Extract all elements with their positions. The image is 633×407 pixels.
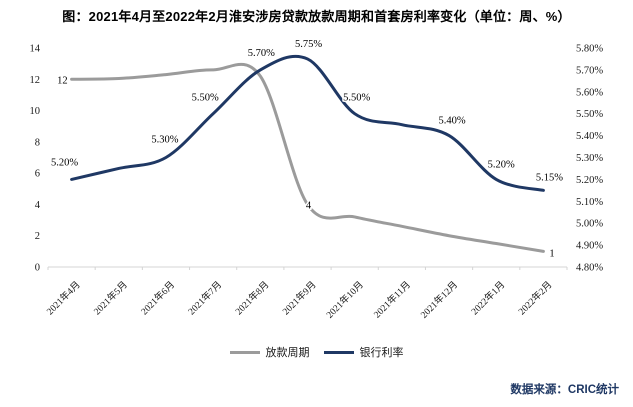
legend-swatch-loan-cycle <box>229 350 260 354</box>
x-axis-label: 2021年7月 <box>186 279 225 318</box>
data-point-label-loan-cycle: 12 <box>57 75 68 86</box>
x-axis-label: 2021年6月 <box>138 279 177 318</box>
right-axis-tick-label: 5.30% <box>576 153 603 164</box>
data-point-label-bank-rate: 5.70% <box>248 48 275 59</box>
chart-legend: 放款周期 银行利率 <box>0 344 633 360</box>
x-axis-label: 2022年2月 <box>516 279 555 318</box>
right-axis-tick-label: 5.50% <box>576 109 603 120</box>
data-point-label-bank-rate: 5.50% <box>343 93 370 104</box>
right-axis-tick-label: 5.00% <box>576 219 603 230</box>
right-axis-tick-label: 4.80% <box>576 263 603 274</box>
legend-item-loan-cycle: 放款周期 <box>229 344 310 360</box>
legend-swatch-bank-rate <box>323 350 354 354</box>
data-point-label-bank-rate: 5.75% <box>295 39 322 50</box>
data-point-label-bank-rate: 5.15% <box>536 172 563 183</box>
left-axis-tick-label: 2 <box>35 231 40 242</box>
x-axis-label: 2022年1月 <box>469 279 508 318</box>
x-axis-label: 2021年10月 <box>324 279 366 321</box>
series-line-bank-rate <box>70 54 545 192</box>
legend-label-loan-cycle: 放款周期 <box>265 347 310 359</box>
x-axis-label: 2021年12月 <box>418 279 460 321</box>
data-point-label-loan-cycle: 1 <box>549 248 554 259</box>
data-point-label-bank-rate: 5.30% <box>151 135 178 146</box>
data-point-label-bank-rate: 5.20% <box>51 157 78 168</box>
x-axis-label: 2021年9月 <box>280 279 319 318</box>
left-axis-tick-label: 8 <box>35 137 40 148</box>
x-axis-label: 2021年11月 <box>371 279 413 321</box>
line-chart-canvas: 024681012144.80%4.90%5.00%5.10%5.20%5.30… <box>30 37 604 321</box>
right-axis-tick-label: 5.10% <box>576 197 603 208</box>
left-axis-tick-label: 6 <box>35 169 40 180</box>
data-point-label-bank-rate: 5.40% <box>438 116 465 127</box>
data-point-label-bank-rate: 5.20% <box>488 159 515 170</box>
data-point-label-bank-rate: 5.50% <box>192 93 219 104</box>
x-axis-label: 2021年5月 <box>91 279 130 318</box>
series-line-loan-cycle <box>70 62 545 253</box>
left-axis-tick-label: 4 <box>35 200 41 211</box>
data-point-label-loan-cycle: 4 <box>306 200 312 211</box>
left-axis-tick-label: 10 <box>30 106 41 117</box>
legend-item-bank-rate: 银行利率 <box>323 344 404 360</box>
right-axis-tick-label: 5.60% <box>576 87 603 98</box>
right-axis-tick-label: 5.20% <box>576 175 603 186</box>
right-axis-tick-label: 4.90% <box>576 241 603 252</box>
data-source-label: 数据来源：CRIC统计 <box>510 384 619 396</box>
left-axis-tick-label: 0 <box>35 263 40 274</box>
x-axis-label: 2021年4月 <box>44 279 83 318</box>
left-axis-tick-label: 12 <box>30 75 41 86</box>
x-axis-label: 2021年8月 <box>233 279 272 318</box>
legend-label-bank-rate: 银行利率 <box>359 347 404 359</box>
right-axis-tick-label: 5.40% <box>576 131 603 142</box>
chart-title: 图：2021年4月至2022年2月淮安涉房贷款放款周期和首套房利率变化（单位：周… <box>62 9 571 24</box>
right-axis-tick-label: 5.80% <box>576 44 603 55</box>
right-axis-tick-label: 5.70% <box>576 65 603 76</box>
left-axis-tick-label: 14 <box>30 44 41 55</box>
